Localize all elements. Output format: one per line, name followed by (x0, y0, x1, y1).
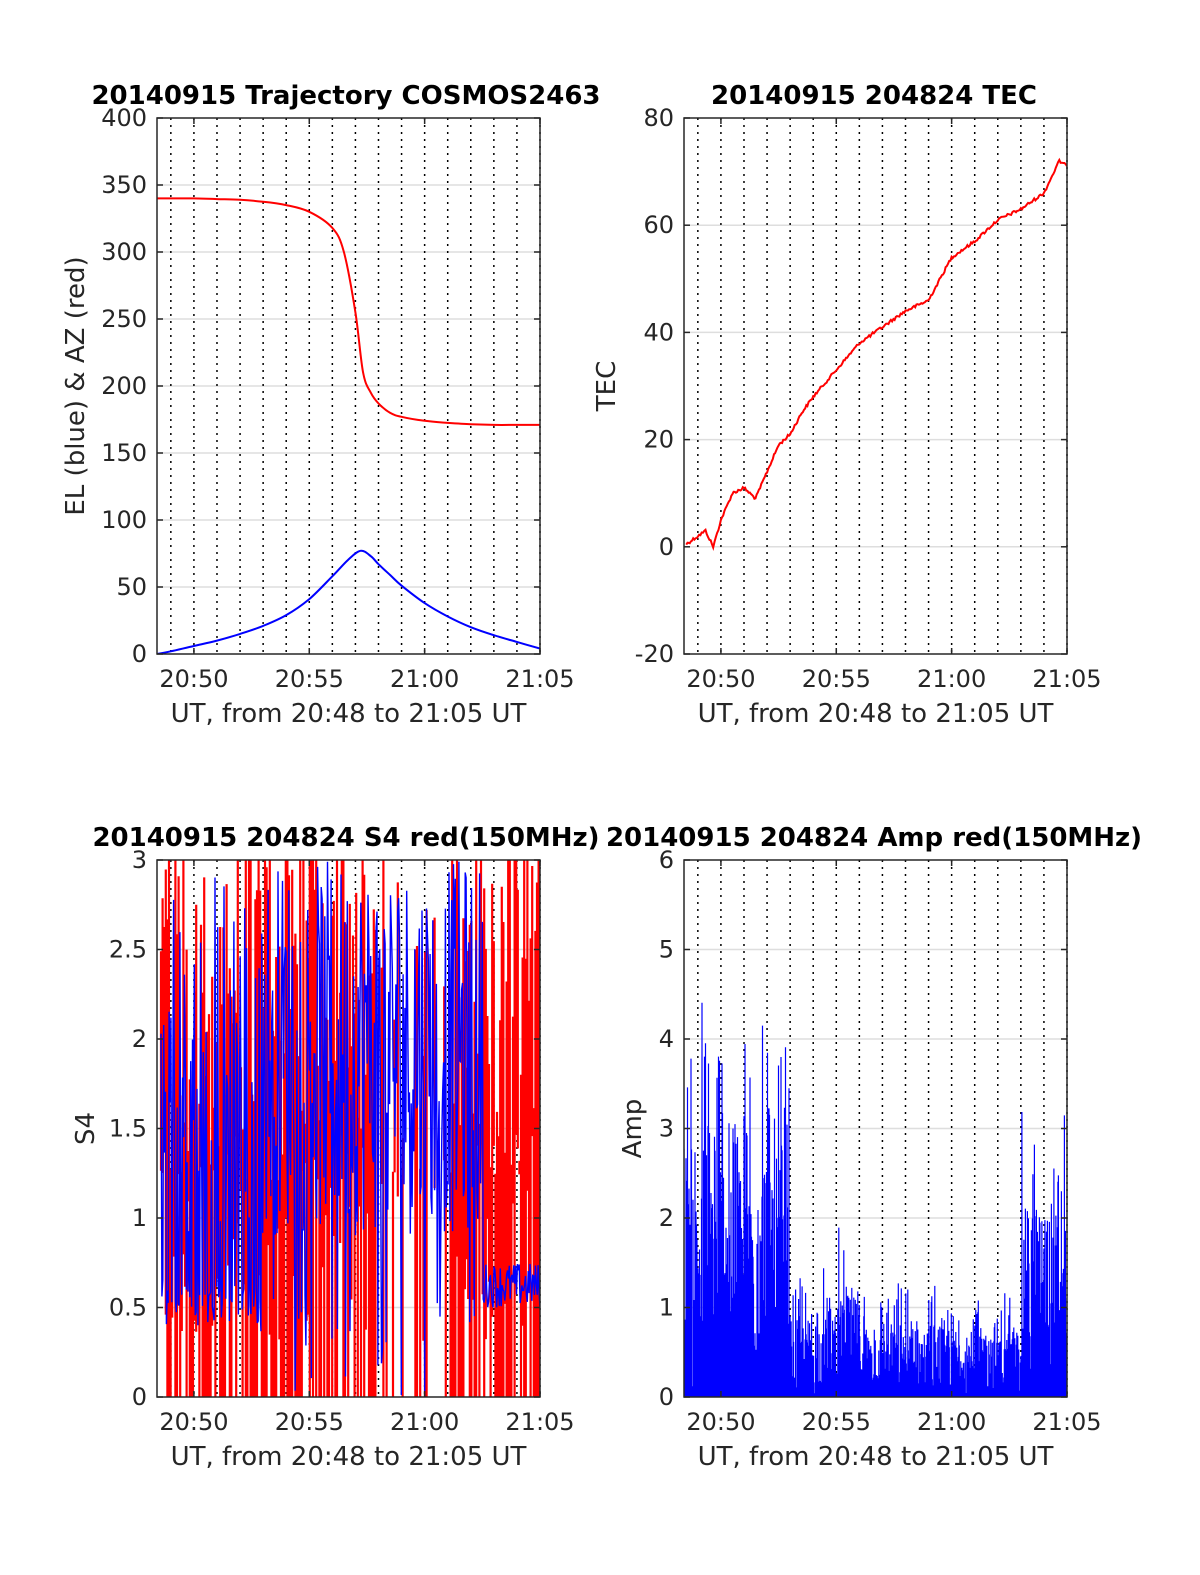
x-tick-label: 21:00 (917, 665, 986, 693)
x-tick-label: 20:50 (159, 665, 228, 693)
y-tick-label: 2 (132, 1025, 147, 1053)
y-tick-label: 4 (659, 1025, 674, 1053)
plot-area (684, 1002, 1067, 1397)
y-tick-label: 400 (101, 104, 147, 132)
y-tick-label: 40 (643, 318, 674, 346)
chart-title: 20140915 204824 S4 red(150MHz) (92, 823, 599, 853)
y-tick-label: 80 (643, 104, 674, 132)
x-tick-label: 20:55 (802, 1408, 871, 1436)
axes-frame (683, 117, 1068, 655)
chart-panel-3: 0 0.5 1 1.5 2 2.5 3 20:50 20:55 21:00 21:05 2014091… (71, 823, 600, 1472)
x-tick-label: 21:00 (390, 665, 459, 693)
y-tick-label: 0 (659, 533, 674, 561)
y-tick-label: 350 (101, 171, 147, 199)
chart-panel-4: 0 1 2 3 4 5 6 20:50 20:55 21:00 21:05 20140915 2048… (606, 823, 1142, 1472)
y-tick-label: 1 (132, 1204, 147, 1232)
y-tick-label: 3 (659, 1115, 674, 1143)
y-tick-label: 0.5 (109, 1294, 147, 1322)
y-tick-label: 100 (101, 506, 147, 534)
y-tick-label: 300 (101, 238, 147, 266)
y-tick-label: 2.5 (109, 936, 147, 964)
y-tick-label: 200 (101, 372, 147, 400)
x-tick-label: 21:05 (1032, 1408, 1101, 1436)
series-amp-blue (684, 1002, 1067, 1397)
y-tick-label: 5 (659, 936, 674, 964)
chart-panel-1: 0 50 100 150 200 250 300 350 400 20:50 20:55 21:00 2… (61, 81, 601, 729)
y-axis-label: EL (blue) & AZ (red) (61, 256, 91, 515)
y-axis-label: S4 (71, 1112, 101, 1145)
x-tick-label: 21:00 (390, 1408, 459, 1436)
y-tick-label: 20 (643, 426, 674, 454)
x-tick-label: 20:55 (802, 665, 871, 693)
x-tick-label: 21:05 (1032, 665, 1101, 693)
x-tick-label: 20:55 (275, 1408, 344, 1436)
y-tick-label: 1.5 (109, 1115, 147, 1143)
x-axis-label: UT, from 20:48 to 21:05 UT (698, 1442, 1054, 1472)
plot-area (159, 860, 540, 1397)
x-tick-label: 21:05 (505, 1408, 574, 1436)
y-tick-label: 250 (101, 305, 147, 333)
y-tick-label: 150 (101, 439, 147, 467)
x-tick-label: 20:50 (686, 1408, 755, 1436)
plot-area (157, 197, 540, 654)
chart-title: 20140915 204824 Amp red(150MHz) (606, 823, 1142, 853)
y-tick-label: 1 (659, 1294, 674, 1322)
y-tick-label: 60 (643, 211, 674, 239)
y-axis-label: TEC (592, 361, 622, 412)
x-axis-label: UT, from 20:48 to 21:05 UT (171, 1442, 527, 1472)
y-tick-label: 6 (659, 846, 674, 874)
x-tick-label: 20:50 (159, 1408, 228, 1436)
y-tick-label: 50 (116, 573, 147, 601)
x-tick-label: 20:55 (275, 665, 344, 693)
x-tick-label: 21:00 (917, 1408, 986, 1436)
y-tick-label: 0 (132, 1383, 147, 1411)
plot-area (685, 157, 1067, 551)
y-tick-label: 0 (132, 640, 147, 668)
y-tick-label: -20 (635, 640, 674, 668)
x-axis-label: UT, from 20:48 to 21:05 UT (171, 699, 527, 729)
series-line-blue (157, 549, 540, 654)
series-line-red (685, 157, 1067, 551)
y-tick-label: 3 (132, 846, 147, 874)
x-tick-label: 20:50 (686, 665, 755, 693)
chart-title: 20140915 Trajectory COSMOS2463 (91, 81, 600, 111)
x-tick-label: 21:05 (505, 665, 574, 693)
chart-panel-2: -20 0 20 40 60 80 20:50 20:55 21:00 21:05 20140915… (592, 81, 1102, 729)
y-tick-label: 2 (659, 1204, 674, 1232)
series-line-red (157, 197, 540, 426)
y-tick-label: 0 (659, 1383, 674, 1411)
x-axis-label: UT, from 20:48 to 21:05 UT (698, 699, 1054, 729)
chart-title: 20140915 204824 TEC (711, 81, 1037, 111)
series-s4-blue (160, 861, 540, 1397)
y-axis-label: Amp (618, 1099, 648, 1159)
